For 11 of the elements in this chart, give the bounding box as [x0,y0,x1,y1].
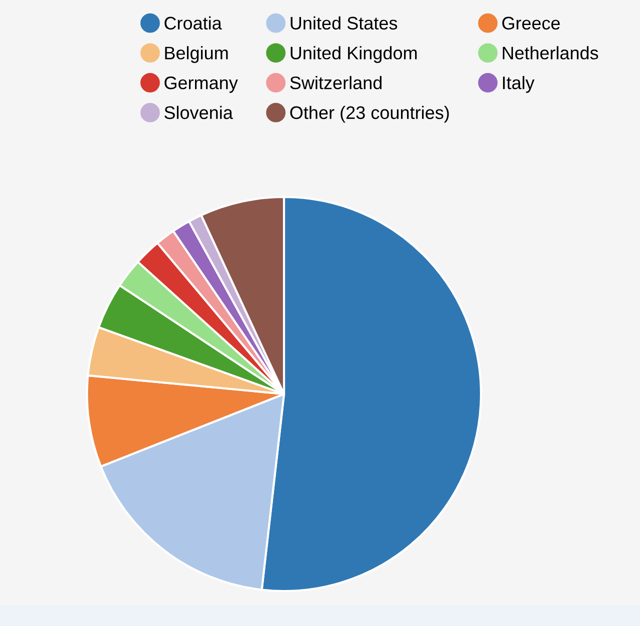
legend-label: Greece [502,16,560,30]
legend-label: Croatia [164,16,222,30]
legend-label: Slovenia [164,106,233,120]
legend-label: Italy [503,76,534,93]
legend-label: Belgium [165,46,228,63]
legend-label: Other (23 countries) [290,106,449,123]
legend-label: Germany [164,76,238,93]
legend-label: Switzerland [290,76,382,90]
legend-label: Netherlands [502,46,598,60]
legend-label: United States [290,16,398,30]
legend-label: United Kingdom [290,46,417,63]
